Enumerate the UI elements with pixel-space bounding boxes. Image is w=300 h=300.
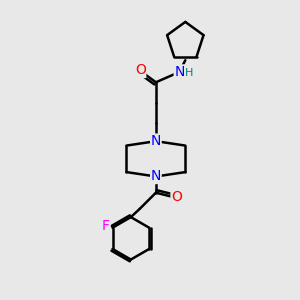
Text: O: O xyxy=(135,64,146,77)
Text: N: N xyxy=(151,169,161,184)
Text: H: H xyxy=(185,68,193,78)
Text: N: N xyxy=(151,134,161,148)
Text: O: O xyxy=(171,190,182,204)
Text: F: F xyxy=(102,219,110,233)
Text: N: N xyxy=(174,65,184,79)
